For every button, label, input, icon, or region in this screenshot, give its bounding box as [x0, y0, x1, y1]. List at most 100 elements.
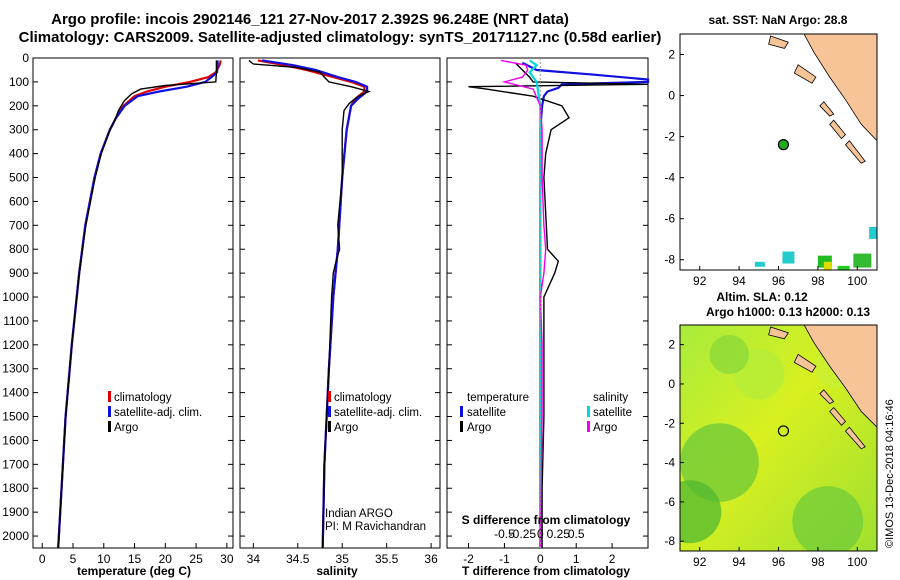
- sla_map-ytick-label: -6: [664, 495, 675, 509]
- sal-legend-marker-satellite: [328, 406, 331, 417]
- temp-legend-satellite: satellite-adj. clim.: [114, 407, 202, 419]
- sst_map-landmass: [803, 34, 877, 142]
- sla_map-island: [768, 326, 789, 340]
- sst_map-ytick-label: 2: [668, 48, 675, 62]
- diff-legend-marker-sal-satellite: [587, 406, 590, 417]
- sst-map: 92 94 96 98 100 2 0 -2 -4 -6 -8: [664, 33, 878, 288]
- sst_map-sst-pixel: [869, 226, 877, 239]
- temperature-series-argo: [57, 60, 218, 549]
- difference-frame: [446, 57, 649, 549]
- sst_map-sst-pixel: [823, 261, 832, 270]
- difference-xlabel: T difference from climatology: [462, 564, 630, 578]
- figure-title-line2: Climatology: CARS2009. Satellite-adjuste…: [19, 29, 662, 46]
- sla_map-landmass: [803, 325, 877, 428]
- depth-tick-label: 1300: [2, 362, 29, 376]
- sst_map-sst-pixel: [782, 251, 795, 264]
- sst_map-island: [829, 119, 847, 140]
- sla_map-island: [844, 426, 866, 450]
- diff-legend-sal-argo: Argo: [593, 422, 617, 434]
- depth-tick-label: 500: [9, 171, 29, 185]
- sla_map-sla-cell: [792, 486, 864, 551]
- depth-tick-label: 400: [9, 147, 29, 161]
- sst_map-plot-area: [680, 34, 877, 270]
- difference-xtick-label: -1: [499, 552, 510, 566]
- difference-xtick-label: 1: [573, 552, 580, 566]
- sal-legend-climatology: climatology: [334, 392, 392, 404]
- depth-tick-label: 1000: [2, 290, 29, 304]
- difference-series-salinity-argo: [500, 59, 547, 549]
- diff-legend-sal-satellite: satellite: [593, 407, 632, 419]
- temp-legend-argo: Argo: [114, 422, 138, 434]
- sst_map-xtick-label: 94: [732, 274, 746, 288]
- sla_map-xtick-label: 96: [772, 555, 786, 569]
- sal-legend-argo: Argo: [334, 422, 358, 434]
- depth-tick-label: 2000: [2, 529, 29, 543]
- sst_map-ytick-label: 0: [668, 89, 675, 103]
- sal-legend-satellite: satellite-adj. clim.: [334, 407, 422, 419]
- diff-legend-marker-temp-satellite: [460, 406, 463, 417]
- salinity-series-satellite-adj-clim-: [262, 59, 369, 549]
- salinity-xtick-label: 35: [336, 552, 350, 566]
- depth-tick-label: 0: [22, 51, 29, 65]
- sst_map-float-marker: [777, 139, 790, 151]
- temperature-xlabel: temperature (deg C): [77, 564, 191, 578]
- depth-tick-label: 700: [9, 218, 29, 232]
- temperature-frame: [32, 57, 234, 549]
- salinity-xtick-label: 34.5: [286, 552, 310, 566]
- salinity-series-argo: [248, 59, 372, 549]
- depth-tick-label: 100: [9, 75, 29, 89]
- sst_map-sst-pixel: [853, 253, 872, 268]
- pi-annotation-line1: Indian ARGO: [325, 508, 393, 520]
- sst_map-sst-pixel: [837, 265, 850, 270]
- sla_map-island: [829, 406, 847, 426]
- temperature-xtick-label: 0: [39, 552, 46, 566]
- salinity-frame: [239, 57, 441, 549]
- temperature-xtick-label: 30: [220, 552, 234, 566]
- sst_map-ytick-label: -8: [664, 253, 675, 267]
- difference-series-temperature-argo: [468, 62, 649, 548]
- difference-top-xtick-label: 0.5: [568, 527, 585, 541]
- temperature-xtick-label: 10: [97, 552, 111, 566]
- sla_map-plot-area: [680, 325, 877, 551]
- diff-legend-temperature-title: temperature: [467, 392, 529, 404]
- temperature-xtick-label: 5: [70, 552, 77, 566]
- diff-legend-salinity-title: salinity: [593, 392, 628, 404]
- sst_map-xtick-label: 92: [693, 274, 707, 288]
- sla_map-island: [793, 353, 817, 373]
- depth-tick-label: 600: [9, 194, 29, 208]
- sst_map-ytick-label: -2: [664, 130, 675, 144]
- sla-map-title-line2: Argo h1000: 0.13 h2000: 0.13: [706, 305, 870, 319]
- temperature-profile-chart: 0100200300400500600700800900100011001200…: [2, 51, 234, 566]
- sst_map-ytick-label: -6: [664, 212, 675, 226]
- difference-top-xtick-label: 0.25: [547, 527, 571, 541]
- sst_map-xtick-label: 98: [811, 274, 825, 288]
- sst_map-sst-pixel: [754, 261, 765, 267]
- temperature-xtick-label: 15: [128, 552, 142, 566]
- sla-map-title-line1: Altim. SLA: 0.12: [716, 290, 808, 304]
- sst_map-island: [768, 35, 789, 49]
- depth-tick-label: 200: [9, 99, 29, 113]
- pi-annotation-line2: PI: M Ravichandran: [325, 521, 426, 533]
- sla_map-xtick-label: 94: [732, 555, 746, 569]
- temperature-xtick-label: 20: [159, 552, 173, 566]
- salinity-xtick-label: 34: [247, 552, 261, 566]
- diff-legend-marker-sal-argo: [587, 421, 590, 432]
- sst_map-island: [819, 101, 835, 117]
- imos-watermark: ©IMOS 13-Dec-2018 04:16:46: [884, 399, 896, 548]
- diff-legend-temp-argo: Argo: [467, 422, 491, 434]
- sla_map-xtick-label: 98: [811, 555, 825, 569]
- figure-title-line1: Argo profile: incois 2902146_121 27-Nov-…: [51, 11, 569, 28]
- depth-tick-label: 900: [9, 266, 29, 280]
- temperature-xtick-label: 25: [189, 552, 203, 566]
- sst_map-xtick-label: 96: [772, 274, 786, 288]
- depth-tick-label: 1700: [2, 457, 29, 471]
- depth-tick-label: 1200: [2, 338, 29, 352]
- sla_map-xtick-label: 92: [693, 555, 707, 569]
- sla_map-xtick-label: 100: [847, 555, 867, 569]
- depth-tick-label: 1600: [2, 433, 29, 447]
- sla_map-island: [819, 389, 835, 405]
- difference-top-xtick-label: -0.5: [494, 527, 515, 541]
- sal-legend-marker-climatology: [328, 391, 331, 402]
